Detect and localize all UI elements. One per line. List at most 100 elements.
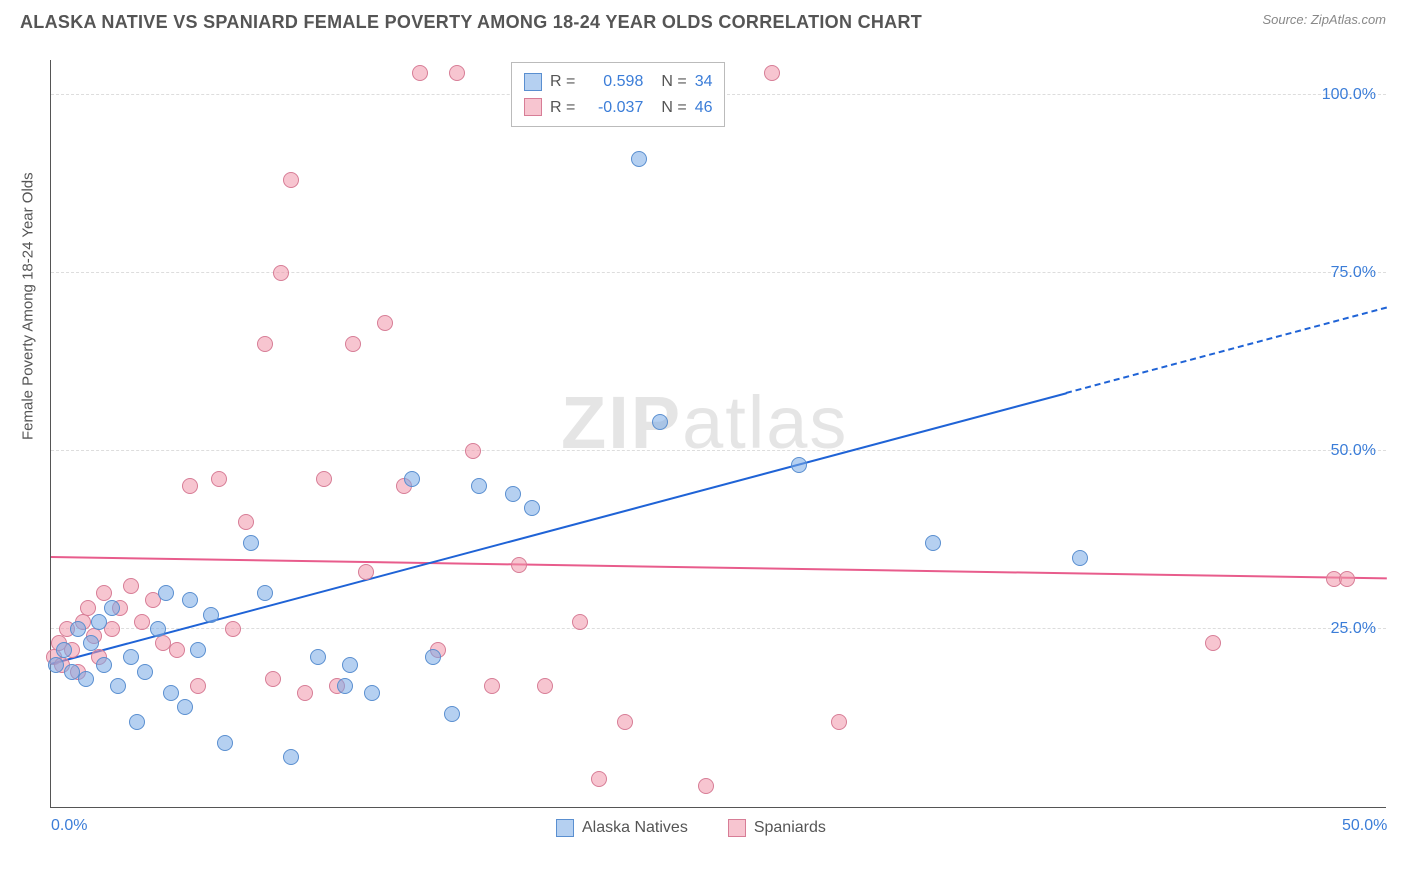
data-point <box>591 771 607 787</box>
data-point <box>110 678 126 694</box>
legend-item: Alaska Natives <box>556 819 688 837</box>
data-point <box>345 336 361 352</box>
data-point <box>70 621 86 637</box>
data-point <box>78 671 94 687</box>
data-point <box>190 678 206 694</box>
data-point <box>265 671 281 687</box>
data-point <box>524 500 540 516</box>
stats-row: R =-0.037N =46 <box>524 95 712 121</box>
legend-label: Alaska Natives <box>582 819 688 837</box>
n-label: N = <box>661 95 686 121</box>
legend-item: Spaniards <box>728 819 826 837</box>
data-point <box>169 642 185 658</box>
data-point <box>283 749 299 765</box>
data-point <box>150 621 166 637</box>
data-point <box>310 649 326 665</box>
data-point <box>273 265 289 281</box>
n-value: 34 <box>695 69 713 95</box>
data-point <box>652 414 668 430</box>
legend-swatch <box>524 98 542 116</box>
data-point <box>471 478 487 494</box>
gridline <box>51 272 1386 273</box>
data-point <box>257 585 273 601</box>
legend-label: Spaniards <box>754 819 826 837</box>
data-point <box>377 315 393 331</box>
data-point <box>449 65 465 81</box>
data-point <box>791 457 807 473</box>
data-point <box>182 592 198 608</box>
data-point <box>177 699 193 715</box>
data-point <box>358 564 374 580</box>
gridline <box>51 450 1386 451</box>
plot-area: ZIPatlas 25.0%50.0%75.0%100.0%0.0%50.0%R… <box>50 60 1386 808</box>
n-value: 46 <box>695 95 713 121</box>
data-point <box>243 535 259 551</box>
data-point <box>211 471 227 487</box>
data-point <box>123 649 139 665</box>
data-point <box>225 621 241 637</box>
data-point <box>925 535 941 551</box>
r-value: -0.037 <box>583 95 643 121</box>
data-point <box>163 685 179 701</box>
x-tick-label: 50.0% <box>1342 817 1387 835</box>
trend-line <box>51 556 1387 579</box>
data-point <box>96 657 112 673</box>
legend-swatch <box>556 819 574 837</box>
chart-title: ALASKA NATIVE VS SPANIARD FEMALE POVERTY… <box>20 12 922 33</box>
data-point <box>190 642 206 658</box>
stats-row: R =0.598N =34 <box>524 69 712 95</box>
legend: Alaska Natives Spaniards <box>556 819 826 837</box>
stats-box: R =0.598N =34R =-0.037N =46 <box>511 62 725 127</box>
data-point <box>257 336 273 352</box>
data-point <box>137 664 153 680</box>
data-point <box>83 635 99 651</box>
data-point <box>465 443 481 459</box>
data-point <box>123 578 139 594</box>
data-point <box>342 657 358 673</box>
data-point <box>297 685 313 701</box>
data-point <box>104 600 120 616</box>
data-point <box>316 471 332 487</box>
data-point <box>764 65 780 81</box>
y-axis-label: Female Poverty Among 18-24 Year Olds <box>20 172 37 440</box>
data-point <box>412 65 428 81</box>
data-point <box>158 585 174 601</box>
y-tick-label: 50.0% <box>1331 442 1376 460</box>
watermark: ZIPatlas <box>561 380 848 465</box>
data-point <box>337 678 353 694</box>
data-point <box>203 607 219 623</box>
r-value: 0.598 <box>583 69 643 95</box>
data-point <box>182 478 198 494</box>
data-point <box>238 514 254 530</box>
data-point <box>505 486 521 502</box>
data-point <box>283 172 299 188</box>
data-point <box>831 714 847 730</box>
legend-swatch <box>524 73 542 91</box>
data-point <box>698 778 714 794</box>
data-point <box>80 600 96 616</box>
data-point <box>631 151 647 167</box>
data-point <box>617 714 633 730</box>
data-point <box>1339 571 1355 587</box>
data-point <box>134 614 150 630</box>
data-point <box>511 557 527 573</box>
data-point <box>484 678 500 694</box>
x-tick-label: 0.0% <box>51 817 87 835</box>
gridline <box>51 628 1386 629</box>
data-point <box>404 471 420 487</box>
data-point <box>1072 550 1088 566</box>
data-point <box>572 614 588 630</box>
data-point <box>56 642 72 658</box>
trend-line <box>51 392 1067 665</box>
data-point <box>48 657 64 673</box>
data-point <box>129 714 145 730</box>
data-point <box>91 614 107 630</box>
y-tick-label: 75.0% <box>1331 264 1376 282</box>
y-tick-label: 100.0% <box>1322 86 1376 104</box>
data-point <box>1205 635 1221 651</box>
watermark-atlas: atlas <box>682 381 848 464</box>
data-point <box>364 685 380 701</box>
data-point <box>425 649 441 665</box>
legend-swatch <box>728 819 746 837</box>
trend-line-dashed <box>1066 306 1387 393</box>
